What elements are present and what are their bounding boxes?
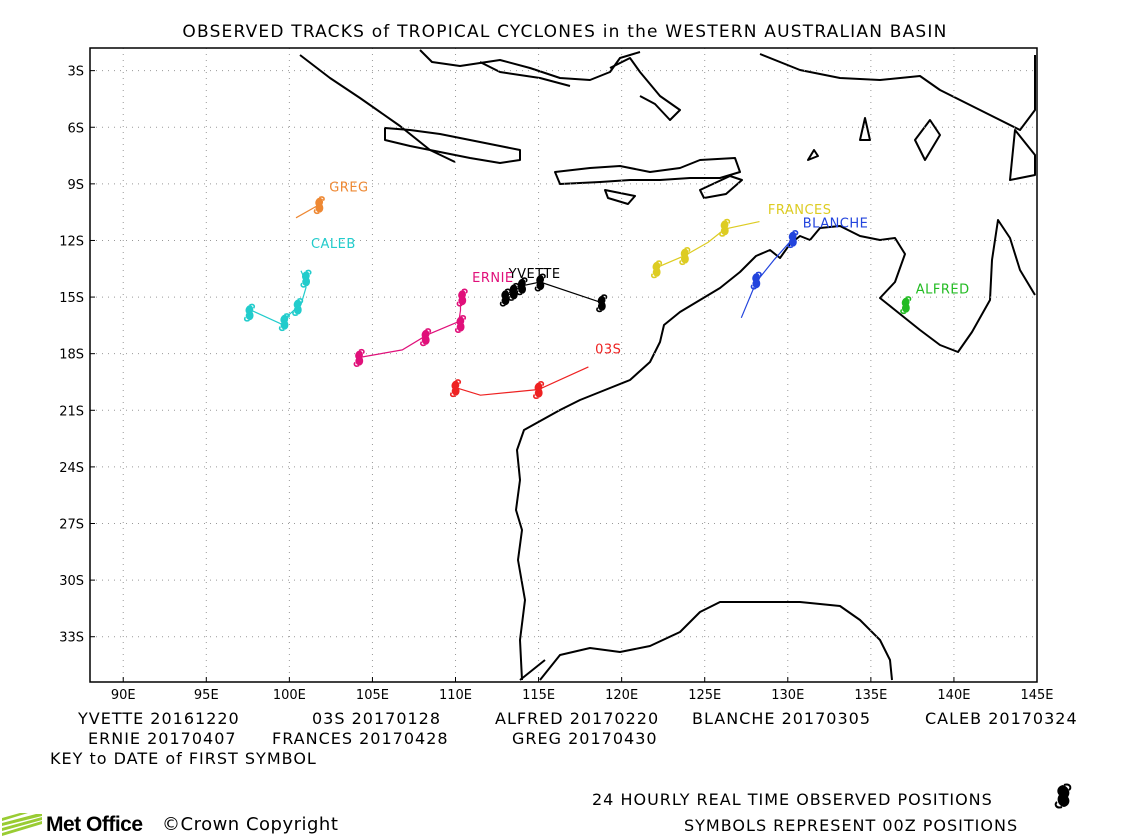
lat-tick-label: 21S <box>59 404 84 419</box>
met-office-logo: Met Office <box>2 812 143 838</box>
map-frame <box>89 47 1038 683</box>
storm-track-greg: GREG <box>295 180 368 219</box>
cyclone-position-symbol <box>292 298 304 316</box>
track-line <box>455 366 589 396</box>
lat-tick-label: 30S <box>59 574 84 589</box>
track-line <box>358 293 462 359</box>
lon-tick-label: 120E <box>605 688 638 703</box>
storm-label: ALFRED <box>916 282 970 297</box>
lon-tick-label: 95E <box>194 688 219 703</box>
lon-tick-label: 110E <box>439 688 472 703</box>
met-office-stripes-icon <box>2 813 42 836</box>
lat-tick-label: 24S <box>59 461 84 476</box>
track-line <box>656 221 760 270</box>
storm-track-03s: 03S <box>449 343 621 399</box>
storm-track-frances: FRANCES <box>650 203 832 279</box>
cyclone-position-symbol <box>750 271 762 290</box>
lon-tick-label: 145E <box>1020 688 1053 703</box>
cyclone-position-symbol <box>353 349 365 367</box>
cyclone-position-symbol <box>508 282 520 301</box>
cyclone-position-symbol <box>787 230 799 249</box>
storm-track-caleb: CALEB <box>243 237 356 332</box>
cyclone-position-symbol <box>596 294 608 313</box>
legend-line-1: 24 HOURLY REAL TIME OBSERVED POSITIONS <box>592 790 993 809</box>
graticule: 3S 6S 9S 12S 15S 18S 21S 24S 27S 30S 33S 90E 95E 100E… <box>59 48 1054 703</box>
key-label: KEY to DATE of FIRST SYMBOL <box>50 749 317 768</box>
storm-key-entry: ERNIE 20170407 <box>88 729 237 748</box>
storm-label: FRANCES <box>768 203 832 218</box>
storm-key-entry: 03S 20170128 <box>312 709 442 728</box>
lon-tick-label: 90E <box>111 688 136 703</box>
storm-track-yvette: YVETTE <box>499 267 608 313</box>
cyclone-position-symbol <box>499 288 511 307</box>
cyclone-position-symbol <box>533 381 545 399</box>
storm-track-blanche: BLANCHE <box>740 216 869 319</box>
cyclone-position-symbol <box>313 196 325 215</box>
storm-key-entry: YVETTE 20161220 <box>78 709 240 728</box>
storm-key-entry: CALEB 20170324 <box>925 709 1078 728</box>
cyclone-position-symbol <box>456 288 468 307</box>
cyclone-position-symbol <box>449 379 462 398</box>
storm-track-ernie: ERNIE <box>353 271 514 367</box>
storm-label: CALEB <box>311 237 356 252</box>
lat-tick-label: 15S <box>59 291 84 306</box>
cyclone-position-symbol <box>300 269 312 288</box>
storm-label: ERNIE <box>472 271 514 286</box>
copyright-notice: ©Crown Copyright <box>162 814 339 835</box>
lon-tick-label: 115E <box>522 688 555 703</box>
lon-tick-label: 140E <box>937 688 970 703</box>
met-office-name: Met Office <box>46 813 143 836</box>
cyclone-position-symbol <box>719 218 731 237</box>
lon-tick-label: 100E <box>273 688 306 703</box>
storm-label: YVETTE <box>508 267 561 282</box>
storm-key-entry: ALFRED 20170220 <box>495 709 660 728</box>
lat-tick-label: 18S <box>59 348 84 363</box>
lon-tick-label: 125E <box>688 688 721 703</box>
storm-key-entry: BLANCHE 20170305 <box>692 709 872 728</box>
cyclone-symbol-icon <box>1054 783 1072 809</box>
storm-key-entry: GREG 20170430 <box>512 729 658 748</box>
lat-tick-label: 6S <box>67 121 84 136</box>
lat-tick-label: 27S <box>59 518 84 533</box>
storm-label: BLANCHE <box>803 216 869 231</box>
lat-tick-label: 33S <box>59 631 84 646</box>
storm-track-alfred: ALFRED <box>900 282 970 315</box>
legend-line-2: SYMBOLS REPRESENT 00Z POSITIONS <box>684 816 1019 835</box>
map-title: OBSERVED TRACKS of TROPICAL CYCLONES in … <box>182 22 948 42</box>
storm-key-entry: FRANCES 20170428 <box>272 729 449 748</box>
lat-tick-label: 12S <box>59 234 84 249</box>
lon-tick-label: 105E <box>356 688 389 703</box>
storm-label: GREG <box>329 180 368 195</box>
coastlines <box>299 49 1036 681</box>
cyclone-position-symbol <box>454 315 467 333</box>
storm-label: 03S <box>595 343 621 358</box>
track-line <box>250 270 307 327</box>
cyclone-position-symbol <box>900 296 912 315</box>
cyclone-position-symbol <box>516 277 528 296</box>
cyclone-position-symbol <box>243 303 256 322</box>
lon-tick-label: 130E <box>771 688 804 703</box>
cyclone-position-symbol <box>420 328 432 347</box>
cyclone-position-symbol <box>650 260 663 279</box>
cyclone-position-symbol <box>534 273 546 292</box>
lat-tick-label: 9S <box>67 178 84 193</box>
lon-tick-label: 135E <box>854 688 887 703</box>
cyclone-position-symbol <box>679 247 691 266</box>
cyclone-position-symbol <box>278 313 290 332</box>
lat-tick-label: 3S <box>67 65 84 80</box>
